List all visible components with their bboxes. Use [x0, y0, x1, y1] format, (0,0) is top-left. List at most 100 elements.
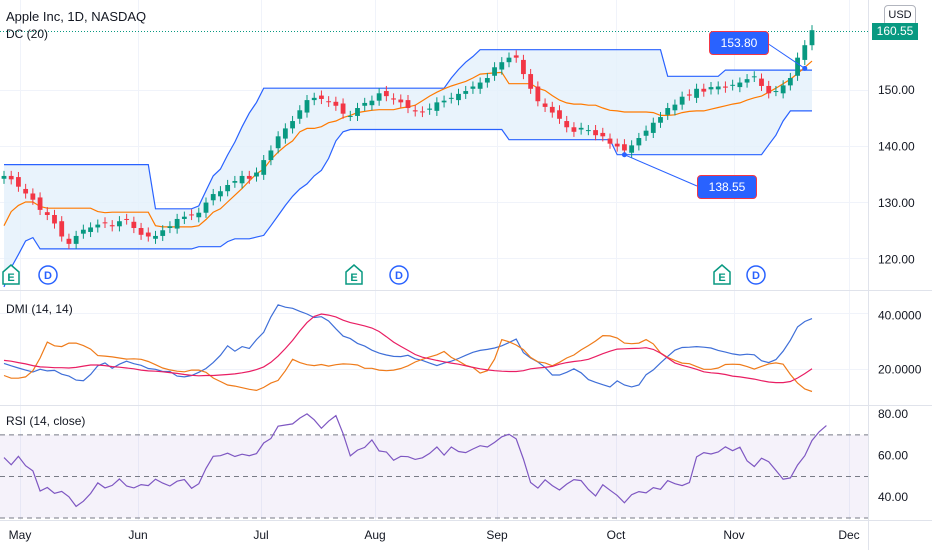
candle-body: [463, 91, 469, 94]
candle-body: [383, 91, 389, 97]
low-connector: [624, 154, 698, 187]
price-axis-tick: 120.00: [878, 253, 915, 267]
candle-body: [441, 100, 447, 103]
dmi-axis-tick: 20.0000: [878, 363, 922, 377]
candle-body: [600, 132, 606, 137]
candle-body: [398, 99, 404, 103]
candle-body: [506, 57, 512, 63]
candle-body: [153, 235, 158, 239]
high-callout[interactable]: 153.80: [709, 31, 769, 55]
candle-body: [73, 235, 79, 244]
candle-body: [412, 110, 418, 112]
candle-body: [304, 100, 310, 113]
candle-body: [369, 100, 375, 106]
candle-body: [715, 86, 721, 90]
candle-body: [780, 85, 786, 94]
time-axis-tick: Nov: [723, 528, 744, 542]
candle-body: [138, 228, 144, 235]
candle-body: [420, 111, 425, 113]
candle-body: [513, 55, 519, 58]
candle-body: [88, 227, 93, 232]
candle-body: [665, 108, 671, 115]
candle-body: [658, 117, 663, 123]
candle-body: [391, 98, 396, 100]
candle-body: [189, 214, 194, 216]
price-axis-tick: 140.00: [878, 140, 915, 154]
marker-letter: E: [718, 272, 725, 284]
candle-body: [521, 59, 526, 75]
candle-body: [492, 67, 497, 76]
marker-letter: E: [350, 272, 357, 284]
candle-body: [16, 177, 21, 187]
candle-body: [246, 175, 252, 179]
candle-body: [766, 85, 772, 94]
candle-body: [456, 93, 461, 101]
time-axis-tick: May: [9, 528, 32, 542]
dc-indicator-label[interactable]: DC (20): [6, 27, 49, 41]
candle-body: [730, 84, 736, 86]
rsi-indicator-label[interactable]: RSI (14, close): [6, 414, 86, 428]
marker-letter: D: [395, 270, 403, 282]
candle-body: [535, 86, 541, 102]
candle-body: [809, 30, 815, 46]
candle-body: [787, 78, 793, 86]
earnings-icon: [713, 264, 731, 285]
dmi-indicator-label[interactable]: DMI (14, 14): [6, 302, 73, 316]
candle-body: [607, 138, 613, 144]
axis-labels: 120.00 130.00 140.00 150.00 20.0000 40.0000 40…: [9, 83, 922, 542]
candle-body: [297, 110, 303, 119]
dividend-icon: [746, 265, 766, 285]
candle-body: [585, 130, 591, 132]
marker-letter: D: [752, 270, 760, 282]
candle-body: [679, 96, 685, 105]
candle-body: [484, 78, 490, 83]
candle-body: [174, 218, 180, 229]
price-axis-tick: 150.00: [878, 83, 915, 97]
price-pane: [1, 25, 815, 288]
dividend-marker: D: [389, 265, 409, 285]
candle-body: [275, 136, 281, 149]
earnings-marker: E: [345, 264, 363, 285]
candle-body: [708, 87, 714, 90]
candle-body: [232, 181, 238, 183]
dmi-minus-line: [3, 334, 813, 393]
candle-body: [542, 103, 548, 107]
candle-body: [744, 79, 750, 83]
candle-body: [564, 121, 570, 128]
price-axis-tick: 130.00: [878, 196, 915, 210]
time-axis-tick: Sep: [486, 528, 508, 542]
candle-body: [117, 221, 122, 227]
candle-body: [571, 127, 577, 132]
candle-body: [477, 82, 483, 89]
candle-body: [30, 193, 36, 200]
candle-body: [622, 144, 627, 151]
candle-body: [333, 101, 339, 106]
candle-body: [629, 145, 635, 153]
candle-body: [737, 82, 743, 88]
candle-body: [210, 194, 216, 201]
candle-body: [160, 230, 166, 236]
candle-body: [268, 150, 274, 161]
callout-connectors: [624, 42, 806, 187]
candle-body: [326, 101, 332, 103]
earnings-icon: [2, 264, 20, 285]
candle-body: [434, 102, 440, 111]
marker-letter: D: [44, 270, 52, 282]
candle-body: [672, 104, 678, 111]
rsi-axis-tick: 40.00: [878, 490, 908, 504]
candle-body: [181, 216, 187, 219]
low-callout[interactable]: 138.55: [697, 175, 757, 199]
candle-body: [254, 172, 259, 177]
rsi-pane: [0, 413, 868, 519]
candle-body: [282, 128, 288, 139]
high-connector: [766, 42, 806, 69]
candle-body: [355, 108, 360, 116]
candle-body: [795, 57, 800, 76]
candle-body: [145, 232, 151, 237]
donchian-upper: [4, 49, 812, 210]
dmi-pane: [3, 304, 813, 393]
candle-body: [80, 229, 86, 234]
candle-body: [1, 175, 7, 179]
candle-body: [319, 95, 324, 99]
